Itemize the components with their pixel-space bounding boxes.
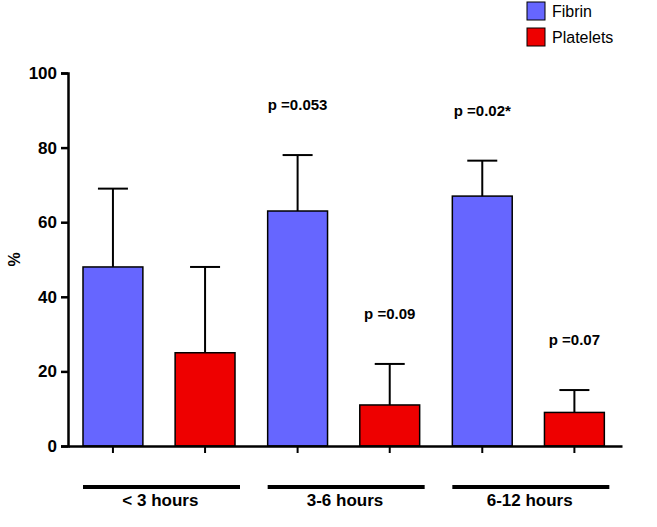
bar (268, 211, 328, 446)
y-tick: 80 (38, 139, 68, 158)
y-tick-mark (61, 296, 68, 299)
annotation: p =0.02* (454, 102, 511, 119)
legend-swatch (527, 2, 545, 20)
error-bar-stem (389, 364, 391, 405)
plot-area (83, 155, 604, 446)
error-bar-stem (204, 267, 206, 353)
x-tick-label: < 3 hours (122, 491, 198, 510)
y-tick: 0 (48, 437, 68, 456)
y-tick-label: 0 (48, 437, 57, 456)
x-axis-line (69, 445, 623, 448)
error-bar-stem (297, 155, 299, 211)
error-bar-cap (98, 188, 128, 190)
y-tick-mark (61, 371, 68, 374)
y-tick-label: 20 (38, 362, 57, 381)
y-axis-line (61, 74, 69, 447)
bar-tick (573, 446, 575, 453)
error-bar (375, 364, 405, 405)
x-tick: 3-6 hours (307, 446, 384, 510)
y-tick: 20 (38, 362, 68, 381)
y-tick: 100 (29, 64, 68, 83)
bar (83, 267, 143, 446)
legend-label: Fibrin (552, 3, 592, 20)
x-tick-label: 3-6 hours (307, 491, 384, 510)
bar-tick (297, 446, 299, 453)
y-tick-label: 100 (29, 64, 57, 83)
legend: Fibrin Platelets (527, 2, 613, 46)
annotation: p =0.07 (549, 331, 600, 348)
bar (360, 405, 420, 446)
y-tick-label: 40 (38, 288, 57, 307)
x-tick: < 3 hours (122, 446, 198, 510)
bar (175, 353, 235, 446)
group-line (83, 485, 240, 489)
y-tick: 40 (38, 288, 68, 307)
y-tick: 60 (38, 213, 68, 232)
error-bar (190, 267, 220, 353)
error-bar (467, 161, 497, 196)
x-tick: 6-12 hours (487, 446, 573, 510)
error-bar-stem (481, 161, 483, 196)
annotation: p =0.053 (268, 96, 328, 113)
bar-tick (389, 446, 391, 453)
error-bar-stem (112, 189, 114, 267)
error-bar (98, 189, 128, 267)
annotation: p =0.09 (364, 305, 415, 322)
y-axis-title: % (6, 252, 23, 266)
chart: 0 20 40 60 80 100% < 3 hours 3-6 hours 6-12 hour… (0, 0, 657, 527)
y-tick-mark (61, 445, 68, 448)
error-bar-stem (573, 390, 575, 412)
error-bar (559, 390, 589, 412)
error-bar-cap (467, 160, 497, 162)
x-axis: < 3 hours 3-6 hours 6-12 hours (69, 446, 623, 510)
bar (544, 412, 604, 446)
error-bar (283, 155, 313, 211)
legend-swatch (527, 28, 545, 46)
group-line (452, 485, 609, 489)
error-bar-cap (283, 154, 313, 156)
error-bar-cap (559, 389, 589, 391)
bar-tick (481, 446, 483, 453)
group-line (268, 485, 425, 489)
bar-tick (204, 446, 206, 453)
y-tick-label: 60 (38, 213, 57, 232)
y-axis: 0 20 40 60 80 100 (29, 64, 69, 456)
x-tick-label: 6-12 hours (487, 491, 573, 510)
error-bar-cap (375, 363, 405, 365)
y-tick-mark (61, 147, 68, 150)
bar (452, 196, 512, 446)
y-tick-mark (61, 221, 68, 224)
legend-label: Platelets (552, 29, 613, 46)
y-tick-mark (61, 72, 68, 75)
y-tick-label: 80 (38, 139, 57, 158)
error-bar-cap (190, 266, 220, 268)
bar-tick (112, 446, 114, 453)
